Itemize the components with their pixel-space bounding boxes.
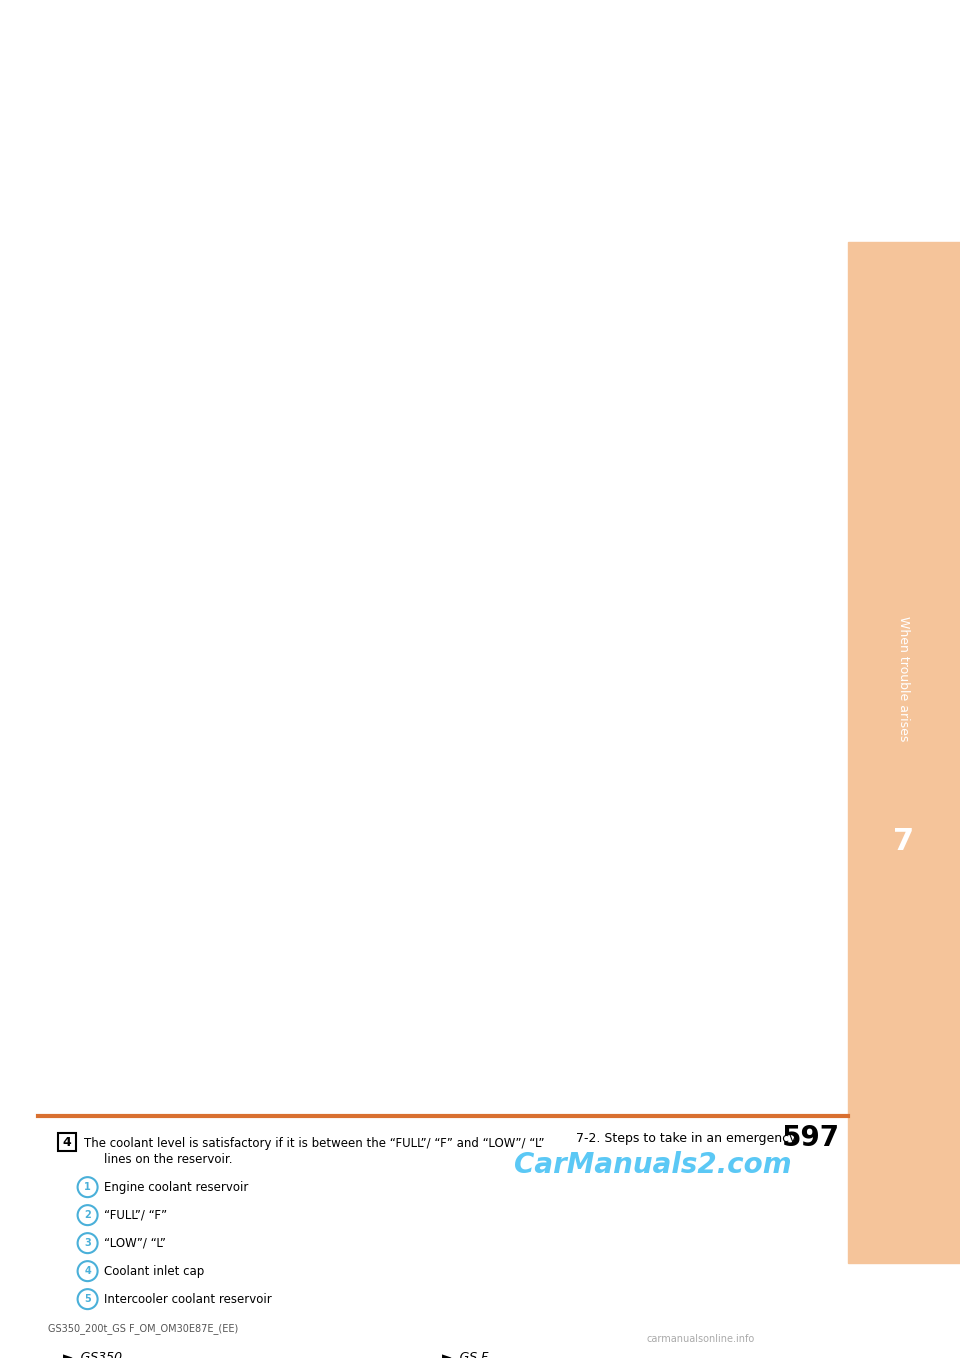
Circle shape	[78, 1233, 98, 1253]
Text: 597: 597	[782, 1124, 840, 1152]
Circle shape	[78, 1205, 98, 1225]
Circle shape	[78, 1177, 98, 1198]
Text: 5: 5	[84, 1294, 91, 1304]
Text: ►  GS F: ► GS F	[442, 1351, 488, 1358]
Text: The coolant level is satisfactory if it is between the “FULL”/ “F” and “LOW”/ “L: The coolant level is satisfactory if it …	[84, 1137, 544, 1150]
Text: 4: 4	[62, 1135, 71, 1149]
Text: GS350_200t_GS F_OM_OM30E87E_(EE): GS350_200t_GS F_OM_OM30E87E_(EE)	[48, 1323, 238, 1334]
Circle shape	[78, 1262, 98, 1281]
Text: Engine coolant reservoir: Engine coolant reservoir	[104, 1180, 248, 1194]
Text: ►  GS350: ► GS350	[62, 1351, 122, 1358]
Bar	[848, 242, 960, 1263]
Bar	[58, 1133, 76, 1152]
Text: When trouble arises: When trouble arises	[898, 617, 910, 741]
Text: 7-2. Steps to take in an emergency: 7-2. Steps to take in an emergency	[576, 1131, 797, 1145]
Text: 7: 7	[893, 827, 915, 857]
Text: lines on the reservoir.: lines on the reservoir.	[104, 1153, 232, 1167]
Text: 3: 3	[84, 1238, 91, 1248]
Text: 1: 1	[84, 1183, 91, 1192]
Text: carmanualsonline.info: carmanualsonline.info	[647, 1335, 755, 1344]
Text: CarManuals2.com: CarManuals2.com	[514, 1152, 792, 1179]
Text: “FULL”/ “F”: “FULL”/ “F”	[104, 1209, 167, 1222]
Circle shape	[78, 1289, 98, 1309]
Text: Intercooler coolant reservoir: Intercooler coolant reservoir	[104, 1293, 272, 1305]
Text: 2: 2	[84, 1210, 91, 1219]
Text: Coolant inlet cap: Coolant inlet cap	[104, 1264, 204, 1278]
Text: 4: 4	[84, 1266, 91, 1277]
Text: “LOW”/ “L”: “LOW”/ “L”	[104, 1237, 165, 1249]
